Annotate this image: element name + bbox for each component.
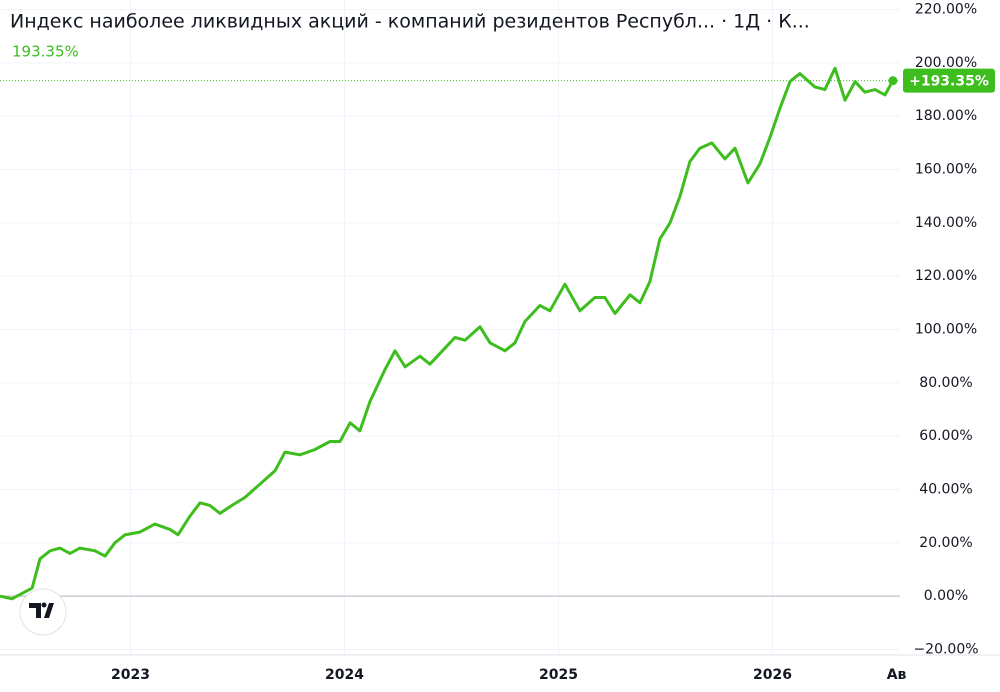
x-tick-label: 2025 <box>539 667 578 683</box>
line <box>0 66 895 601</box>
y-tick-label: 60.00% <box>919 428 972 444</box>
y-tick-label: −20.00% <box>913 641 978 657</box>
last-value: 193.35% <box>12 43 79 61</box>
y-tick-label: 200.00% <box>915 55 977 71</box>
x-tick-label: 2023 <box>111 667 150 683</box>
y-tick-label: 160.00% <box>915 162 977 178</box>
y-tick-label: 120.00% <box>915 268 977 284</box>
y-tick-label: 80.00% <box>919 375 972 391</box>
value-badge-label: +193.35% <box>909 74 989 90</box>
value-badge <box>903 68 995 93</box>
logo <box>19 588 67 636</box>
y-tick-label: 140.00% <box>915 215 977 231</box>
logo-dot <box>41 602 47 608</box>
y-tick-label: 180.00% <box>915 108 977 124</box>
logo-circle <box>19 588 67 636</box>
y-tick-label: 20.00% <box>919 535 972 551</box>
y-tick-label: 40.00% <box>919 481 972 497</box>
x-tick-label: 2026 <box>753 667 792 683</box>
logo-mark <box>29 603 54 618</box>
last-point <box>888 76 898 86</box>
x-tick-label: 2024 <box>325 667 364 683</box>
y-tick-label: 220.00% <box>915 2 977 18</box>
y-tick-label: 0.00% <box>924 588 968 604</box>
chart-title: Индекс наиболее ликвидных акций - компан… <box>10 11 810 33</box>
y-tick-label: 100.00% <box>915 321 977 337</box>
x-tick-label: Ав <box>887 667 907 683</box>
